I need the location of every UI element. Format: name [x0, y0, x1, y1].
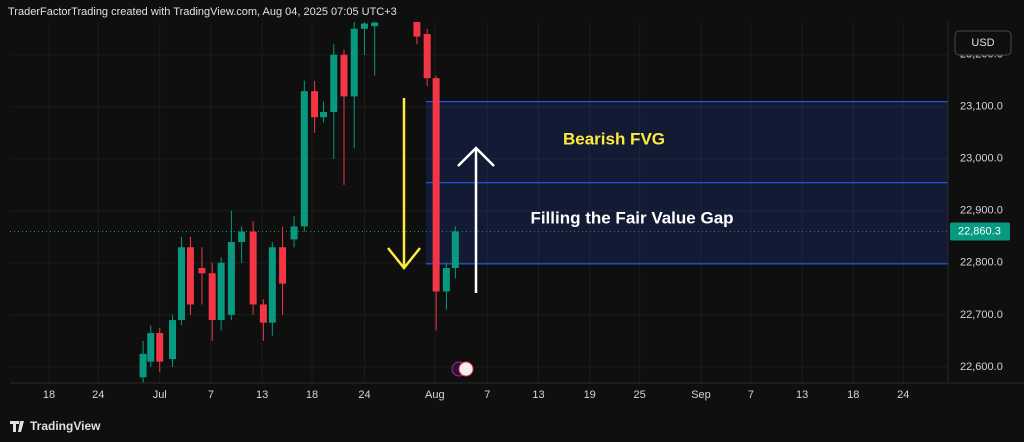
currency-button[interactable] — [954, 30, 1012, 56]
x-tick-label: 19 — [584, 389, 596, 401]
candle-body — [227, 242, 235, 315]
candle-body — [320, 111, 328, 118]
x-tick-label: 24 — [897, 389, 909, 401]
candle-body — [279, 247, 287, 284]
candle-body — [350, 28, 358, 97]
annotation: Filling the Fair Value Gap — [530, 208, 733, 227]
y-tick-label: 22,600.0 — [960, 361, 1003, 373]
y-tick-label: 23,100.0 — [960, 101, 1003, 113]
brand: TradingView — [30, 419, 101, 433]
candle-body — [259, 304, 267, 323]
candle-body — [139, 353, 147, 378]
candle-body — [177, 247, 185, 321]
candle-body — [217, 262, 225, 321]
candles — [139, 22, 459, 383]
candle-body — [290, 226, 298, 240]
annotation: Bearish FVG — [563, 129, 665, 148]
candle-body — [451, 231, 459, 269]
down-arrow-head — [387, 247, 421, 271]
candle-body — [198, 268, 206, 274]
x-tick-label: Aug — [425, 389, 445, 401]
candle-body — [330, 54, 338, 112]
header: TraderFactorTrading created with Trading… — [8, 6, 397, 18]
candle-body — [360, 23, 368, 29]
x-tick-label: 25 — [633, 389, 645, 401]
y-tick-label: 22,800.0 — [960, 257, 1003, 269]
x-tick-label: 7 — [484, 389, 490, 401]
candle-body — [156, 333, 164, 362]
x-tick-label: 24 — [92, 389, 104, 401]
x-tick-label: 13 — [796, 389, 808, 401]
y-tick-label: 22,900.0 — [960, 205, 1003, 217]
candle-body — [311, 91, 319, 118]
candle-body — [340, 54, 348, 97]
x-tick-label: 13 — [532, 389, 544, 401]
last-price-tag — [950, 222, 1010, 241]
candle-body — [147, 333, 155, 362]
candle-body — [300, 91, 308, 227]
y-tick-label: 23,000.0 — [960, 153, 1003, 165]
last-price-label: 22,860.3 — [958, 225, 1001, 237]
candle-body — [169, 320, 177, 360]
x-tick-label: 18 — [43, 389, 55, 401]
candle-body — [238, 231, 246, 243]
x-tick-label: 7 — [208, 389, 214, 401]
x-tick-label: 18 — [847, 389, 859, 401]
currency-label: USD — [971, 37, 994, 49]
candle-body — [371, 22, 379, 27]
candle-body — [186, 247, 194, 305]
y-tick-label: 22,700.0 — [960, 309, 1003, 321]
x-tick-label: Sep — [691, 389, 711, 401]
candle-body — [423, 33, 431, 79]
x-tick-label: 7 — [748, 389, 754, 401]
event-icon[interactable] — [458, 361, 474, 377]
candle-body — [249, 231, 257, 305]
candle-body — [432, 78, 440, 292]
candle-body — [208, 273, 216, 321]
brand-logo — [10, 421, 24, 432]
up-arrow-head — [457, 146, 495, 167]
x-tick-label: 24 — [358, 389, 370, 401]
x-tick-label: Jul — [153, 389, 167, 401]
overlay: Bearish FVG Filling the Fair Value Gap — [387, 98, 734, 377]
x-tick-label: 18 — [306, 389, 318, 401]
fvg-zone — [425, 101, 948, 265]
candle-body — [268, 247, 276, 323]
candle-body — [442, 268, 450, 292]
candle-body — [413, 22, 421, 37]
x-tick-label: 13 — [256, 389, 268, 401]
